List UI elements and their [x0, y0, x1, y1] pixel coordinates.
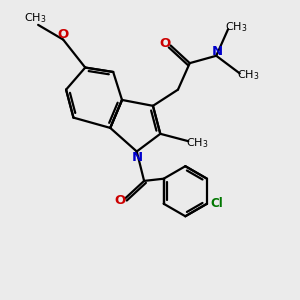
Text: Cl: Cl: [211, 197, 223, 210]
Text: O: O: [58, 28, 69, 41]
Text: O: O: [114, 194, 125, 207]
Text: CH$_3$: CH$_3$: [187, 136, 209, 149]
Text: CH$_3$: CH$_3$: [225, 20, 248, 34]
Text: CH$_3$: CH$_3$: [24, 11, 46, 25]
Text: CH$_3$: CH$_3$: [237, 68, 259, 82]
Text: N: N: [132, 152, 143, 164]
Text: O: O: [160, 38, 171, 50]
Text: N: N: [212, 45, 223, 58]
